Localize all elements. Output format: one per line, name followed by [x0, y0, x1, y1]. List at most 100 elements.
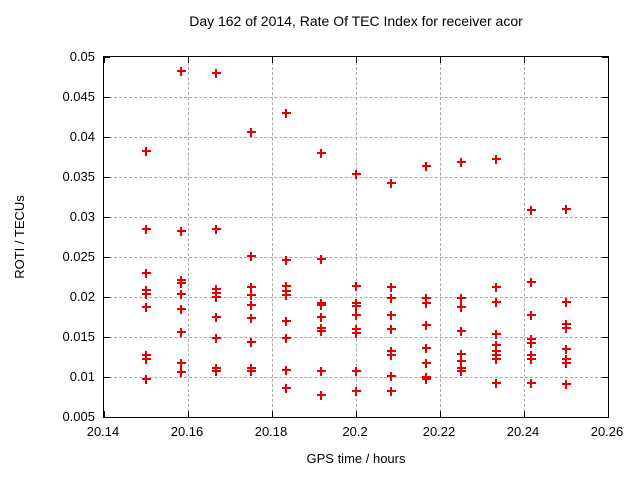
- tick-mark-right: [602, 136, 608, 138]
- marker-vbar: [250, 290, 252, 300]
- marker-vbar: [215, 293, 218, 302]
- marker-vbar: [355, 311, 357, 321]
- marker-vbar: [215, 367, 218, 377]
- tick-mark-bottom: [523, 411, 525, 417]
- marker-vbar: [145, 375, 147, 385]
- marker-vbar: [425, 161, 428, 171]
- marker-vbar: [284, 256, 287, 266]
- marker-vbar: [565, 205, 567, 214]
- tick-mark-left: [104, 56, 110, 58]
- tick-mark-right: [602, 296, 608, 298]
- marker-vbar: [355, 329, 357, 338]
- marker-vbar: [320, 367, 323, 377]
- marker-vbar: [530, 338, 533, 348]
- tick-mark-right: [602, 336, 608, 338]
- marker-vbar: [320, 390, 323, 400]
- tick-mark-bottom: [439, 411, 441, 417]
- y-tick-label: 0.035: [62, 169, 95, 184]
- tick-mark-bottom: [103, 411, 105, 417]
- tick-mark-left: [104, 336, 110, 338]
- marker-vbar: [320, 301, 323, 310]
- marker-vbar: [284, 365, 287, 375]
- tick-mark-left: [104, 176, 110, 178]
- marker-vbar: [494, 341, 497, 350]
- marker-vbar: [250, 128, 252, 138]
- marker-vbar: [460, 293, 462, 303]
- marker-vbar: [284, 291, 287, 301]
- marker-vbar: [389, 178, 392, 188]
- marker-vbar: [355, 386, 357, 396]
- x-tick-label: 20.22: [422, 424, 456, 439]
- marker-vbar: [460, 349, 462, 359]
- tick-mark-bottom: [355, 411, 357, 417]
- marker-vbar: [460, 157, 462, 167]
- marker-vbar: [179, 328, 182, 338]
- tick-mark-top: [187, 57, 189, 63]
- tick-mark-right: [602, 176, 608, 178]
- marker-vbar: [215, 313, 218, 322]
- marker-vbar: [494, 379, 497, 389]
- x-tick-label: 20.26: [590, 424, 624, 439]
- tick-mark-left: [104, 416, 110, 418]
- tick-mark-top: [607, 57, 609, 63]
- marker-vbar: [250, 367, 252, 377]
- grid-line-vertical: [523, 57, 525, 417]
- marker-vbar: [425, 359, 428, 369]
- marker-vbar: [389, 282, 392, 292]
- marker-vbar: [389, 293, 392, 303]
- marker-vbar: [494, 355, 497, 365]
- tick-mark-right: [602, 376, 608, 378]
- marker-vbar: [179, 358, 182, 368]
- tick-mark-left: [104, 96, 110, 98]
- marker-vbar: [355, 281, 357, 291]
- marker-vbar: [320, 327, 323, 337]
- x-axis-label: GPS time / hours: [306, 451, 406, 466]
- marker-vbar: [215, 225, 218, 234]
- marker-vbar: [284, 286, 287, 296]
- marker-vbar: [250, 252, 252, 262]
- marker-vbar: [530, 355, 533, 365]
- y-tick-label: 0.05: [69, 49, 95, 64]
- x-tick-label: 20.16: [170, 424, 204, 439]
- marker-vbar: [320, 313, 323, 322]
- plot-area: [103, 56, 609, 418]
- grid-line-vertical: [439, 57, 441, 417]
- tick-mark-bottom: [271, 411, 273, 417]
- marker-vbar: [320, 254, 323, 264]
- marker-vbar: [460, 327, 462, 337]
- marker-vbar: [355, 301, 357, 311]
- marker-vbar: [179, 67, 182, 77]
- marker-vbar: [355, 367, 357, 377]
- marker-vbar: [530, 205, 533, 215]
- marker-vbar: [389, 372, 392, 382]
- marker-vbar: [284, 384, 287, 394]
- marker-vbar: [425, 293, 428, 303]
- marker-vbar: [145, 289, 147, 299]
- marker-vbar: [284, 333, 287, 343]
- marker-vbar: [460, 367, 462, 377]
- marker-vbar: [530, 350, 533, 360]
- y-tick-label: 0.04: [69, 129, 95, 144]
- grid-line-vertical: [355, 57, 357, 417]
- grid-line-vertical: [187, 57, 189, 417]
- marker-vbar: [494, 283, 497, 293]
- marker-vbar: [145, 269, 147, 278]
- marker-vbar: [389, 386, 392, 396]
- marker-vbar: [284, 317, 287, 326]
- tick-mark-top: [103, 57, 105, 63]
- marker-vbar: [179, 368, 182, 378]
- marker-vbar: [250, 301, 252, 310]
- marker-vbar: [565, 380, 567, 390]
- y-tick-label: 0.045: [62, 89, 95, 104]
- marker-vbar: [494, 346, 497, 356]
- marker-vbar: [250, 282, 252, 292]
- marker-vbar: [284, 281, 287, 291]
- tick-mark-bottom: [187, 411, 189, 417]
- marker-vbar: [565, 297, 567, 307]
- marker-vbar: [179, 279, 182, 289]
- marker-vbar: [145, 302, 147, 312]
- marker-vbar: [389, 350, 392, 360]
- marker-vbar: [530, 311, 533, 321]
- marker-vbar: [145, 225, 147, 234]
- tick-mark-right: [602, 56, 608, 58]
